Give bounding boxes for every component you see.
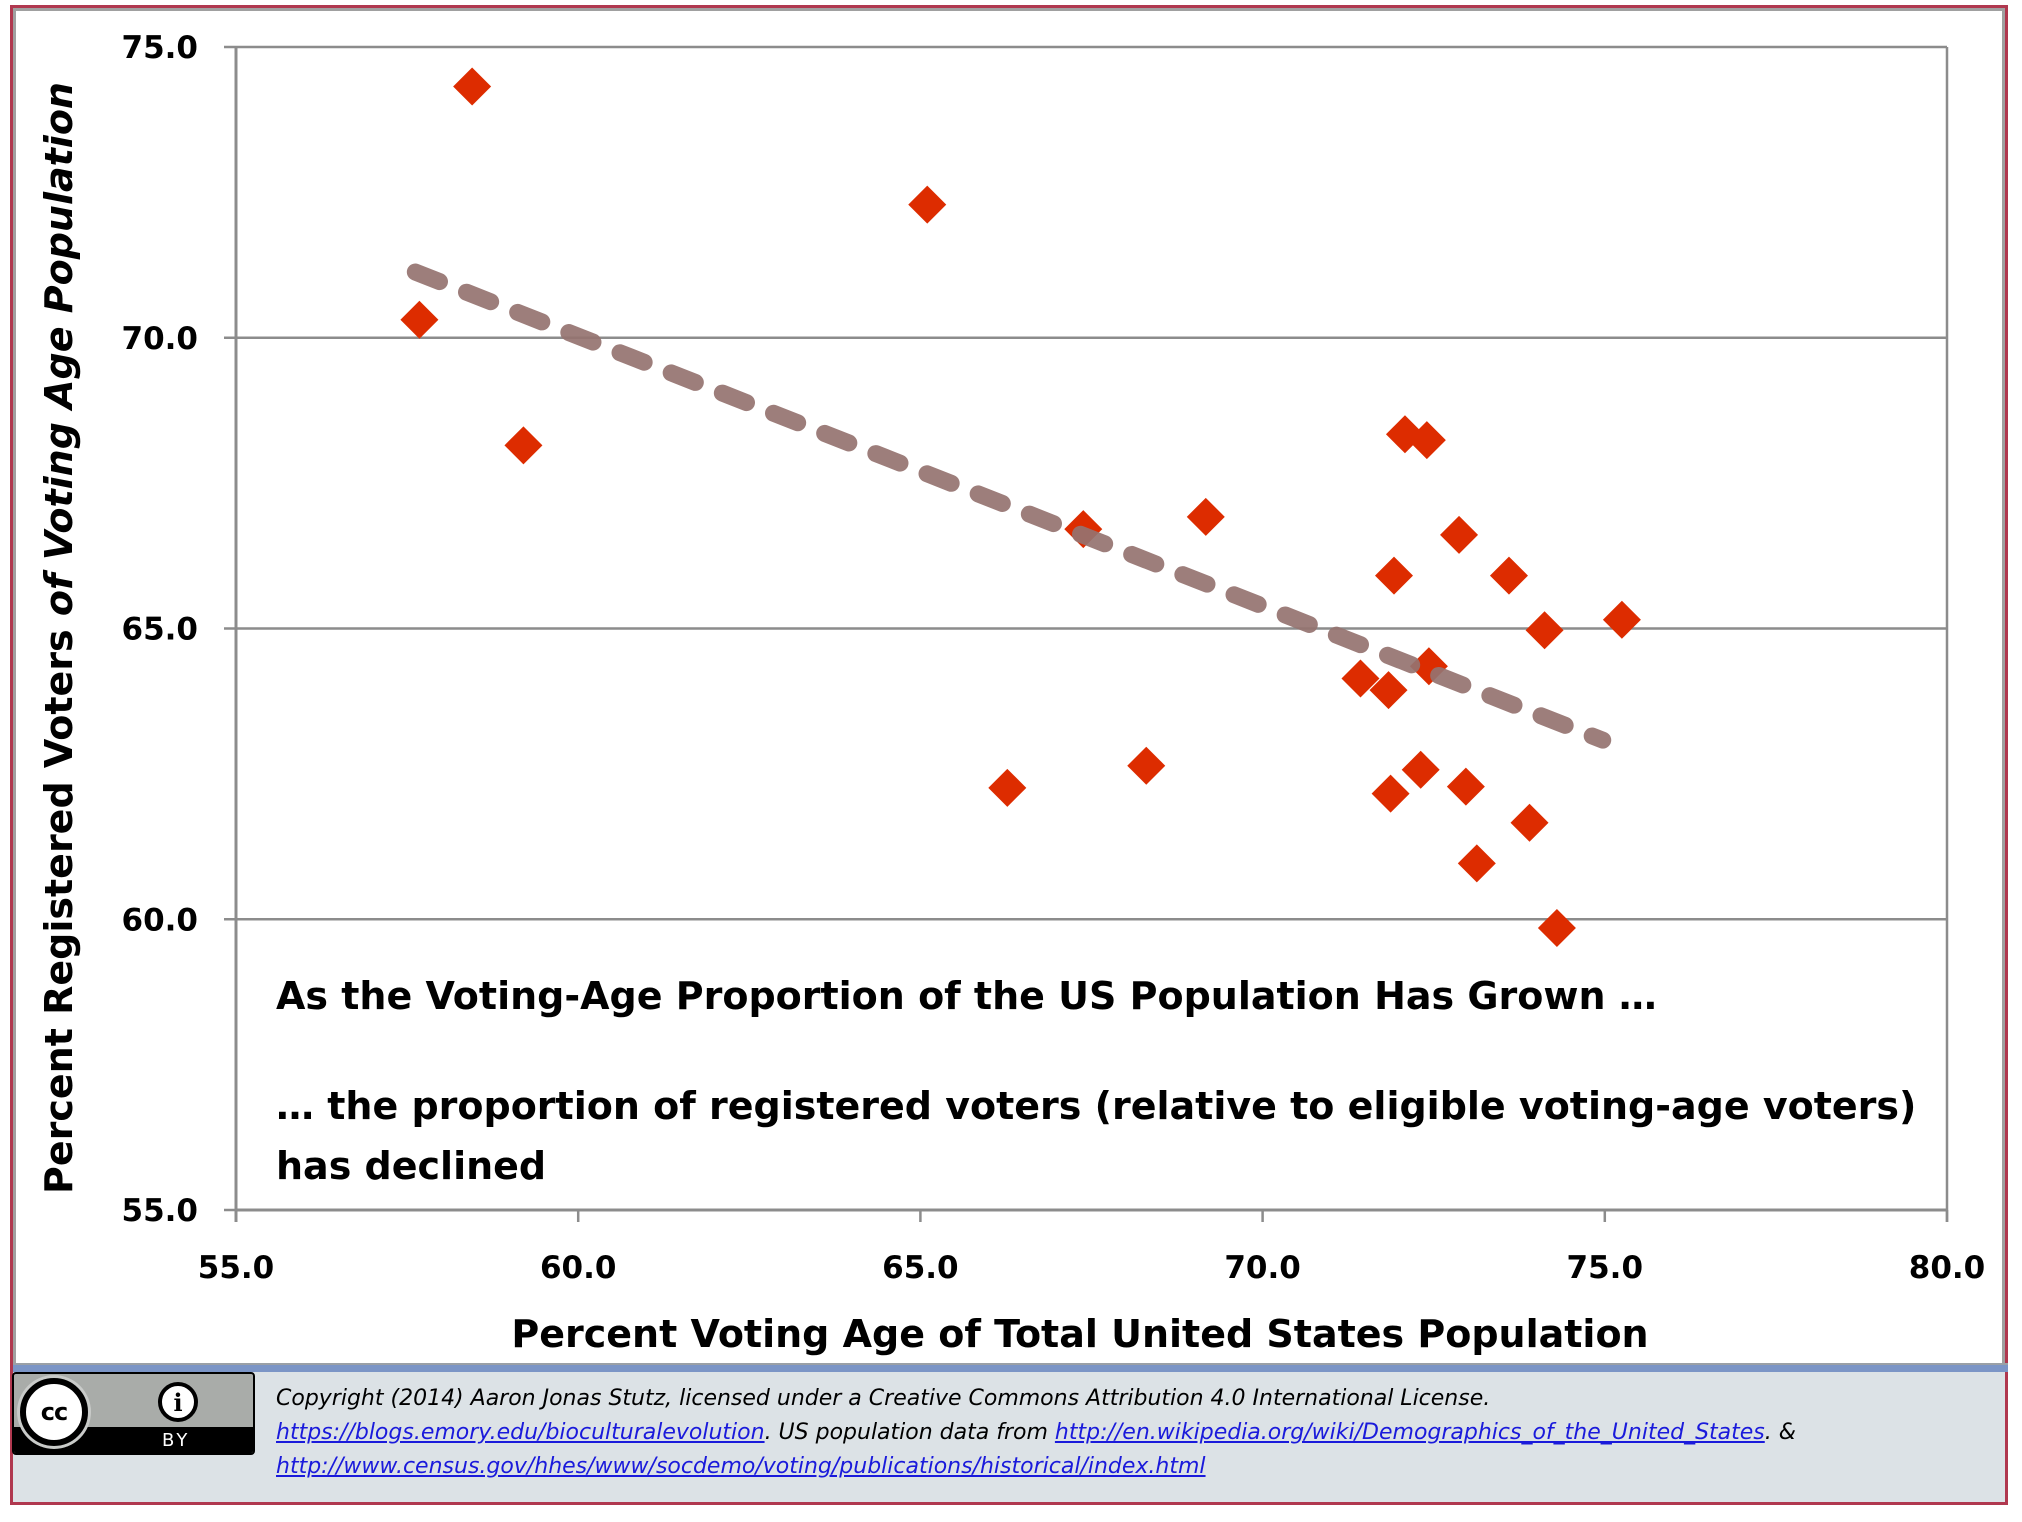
data-point: [1446, 767, 1485, 806]
x-tick-labels: 55.0 60.0 65.0 70.0 75.0 80.0: [198, 1250, 1986, 1286]
data-point: [1369, 671, 1408, 710]
footer-credits: Copyright (2014) Aaron Jonas Stutz, lice…: [276, 1382, 1976, 1484]
attribution-person-icon: i: [158, 1382, 198, 1422]
y-tick-labels: 55.0 60.0 65.0 70.0 75.0: [122, 30, 199, 1229]
cc-by-icon[interactable]: cc i BY: [12, 1372, 255, 1455]
data-point: [453, 67, 492, 106]
data-point: [1489, 556, 1528, 595]
copyright-line: Copyright (2014) Aaron Jonas Stutz, lice…: [276, 1386, 1491, 1411]
axes: [224, 45, 1949, 1222]
data-point: [988, 768, 1027, 807]
scatter-chart: 55.0 60.0 65.0 70.0 75.0 55.0 60.0 65.0 70.0 75.…: [37, 30, 1986, 1356]
data-point: [1371, 774, 1410, 813]
x-tick-label: 75.0: [1567, 1250, 1644, 1286]
x-axis-title: Percent Voting Age of Total United State…: [511, 1312, 1648, 1356]
x-tick-label: 70.0: [1224, 1250, 1301, 1286]
figure-frame: [10, 5, 2008, 1505]
data-point: [1186, 497, 1225, 536]
annotation-line-3: has declined: [276, 1144, 546, 1188]
data-point: [1127, 746, 1166, 785]
data-point: [1457, 844, 1496, 883]
data-point: [1401, 750, 1440, 789]
data-point: [1375, 556, 1414, 595]
data-points: [400, 67, 1641, 947]
sources-text: . US population data from: [764, 1420, 1055, 1445]
y-axis-title-part-italic: of Voting Age Population: [37, 82, 81, 616]
sources-line: https://blogs.emory.edu/bioculturalevolu…: [276, 1416, 1976, 1450]
y-axis-title-part: Percent Registered Voters: [37, 616, 81, 1194]
data-point: [1510, 803, 1549, 842]
x-tick-label: 55.0: [198, 1250, 275, 1286]
footer: [13, 1372, 2005, 1502]
y-tick-label: 60.0: [122, 902, 199, 938]
data-point: [1537, 908, 1576, 947]
x-tick-label: 60.0: [540, 1250, 617, 1286]
data-point: [1440, 515, 1479, 554]
x-tick-label: 65.0: [882, 1250, 959, 1286]
y-tick-label: 55.0: [122, 1193, 199, 1229]
data-point: [400, 300, 439, 339]
annotation-line-1: As the Voting-Age Proportion of the US P…: [276, 974, 1657, 1018]
x-tick-label: 80.0: [1909, 1250, 1986, 1286]
blog-link[interactable]: https://blogs.emory.edu/bioculturalevolu…: [276, 1420, 765, 1445]
census-link[interactable]: http://www.census.gov/hhes/www/socdemo/v…: [276, 1454, 1206, 1479]
census-line: http://www.census.gov/hhes/www/socdemo/v…: [276, 1450, 1976, 1484]
data-point: [1341, 659, 1380, 698]
y-tick-label: 75.0: [122, 30, 199, 66]
annotation-line-2: … the proportion of registered voters (r…: [276, 1084, 1916, 1128]
data-point: [1407, 421, 1446, 460]
data-point: [908, 185, 947, 224]
data-point: [1602, 600, 1641, 639]
trendline-layer: [406, 263, 1612, 749]
y-tick-label: 65.0: [122, 612, 199, 648]
footer-divider: [13, 1363, 2008, 1372]
cc-icon: cc: [20, 1378, 88, 1446]
gridlines: [236, 45, 1947, 921]
chart-panel-border: [13, 8, 2005, 1365]
ampersand-text: . &: [1764, 1420, 1796, 1445]
trendline: [406, 263, 1612, 749]
y-tick-label: 70.0: [122, 321, 199, 357]
data-point: [1525, 611, 1564, 650]
y-axis-title: Percent Registered Voters of Voting Age …: [37, 82, 81, 1194]
wikipedia-link[interactable]: http://en.wikipedia.org/wiki/Demographic…: [1054, 1420, 1765, 1445]
by-label: BY: [162, 1430, 191, 1451]
data-point: [504, 426, 543, 465]
